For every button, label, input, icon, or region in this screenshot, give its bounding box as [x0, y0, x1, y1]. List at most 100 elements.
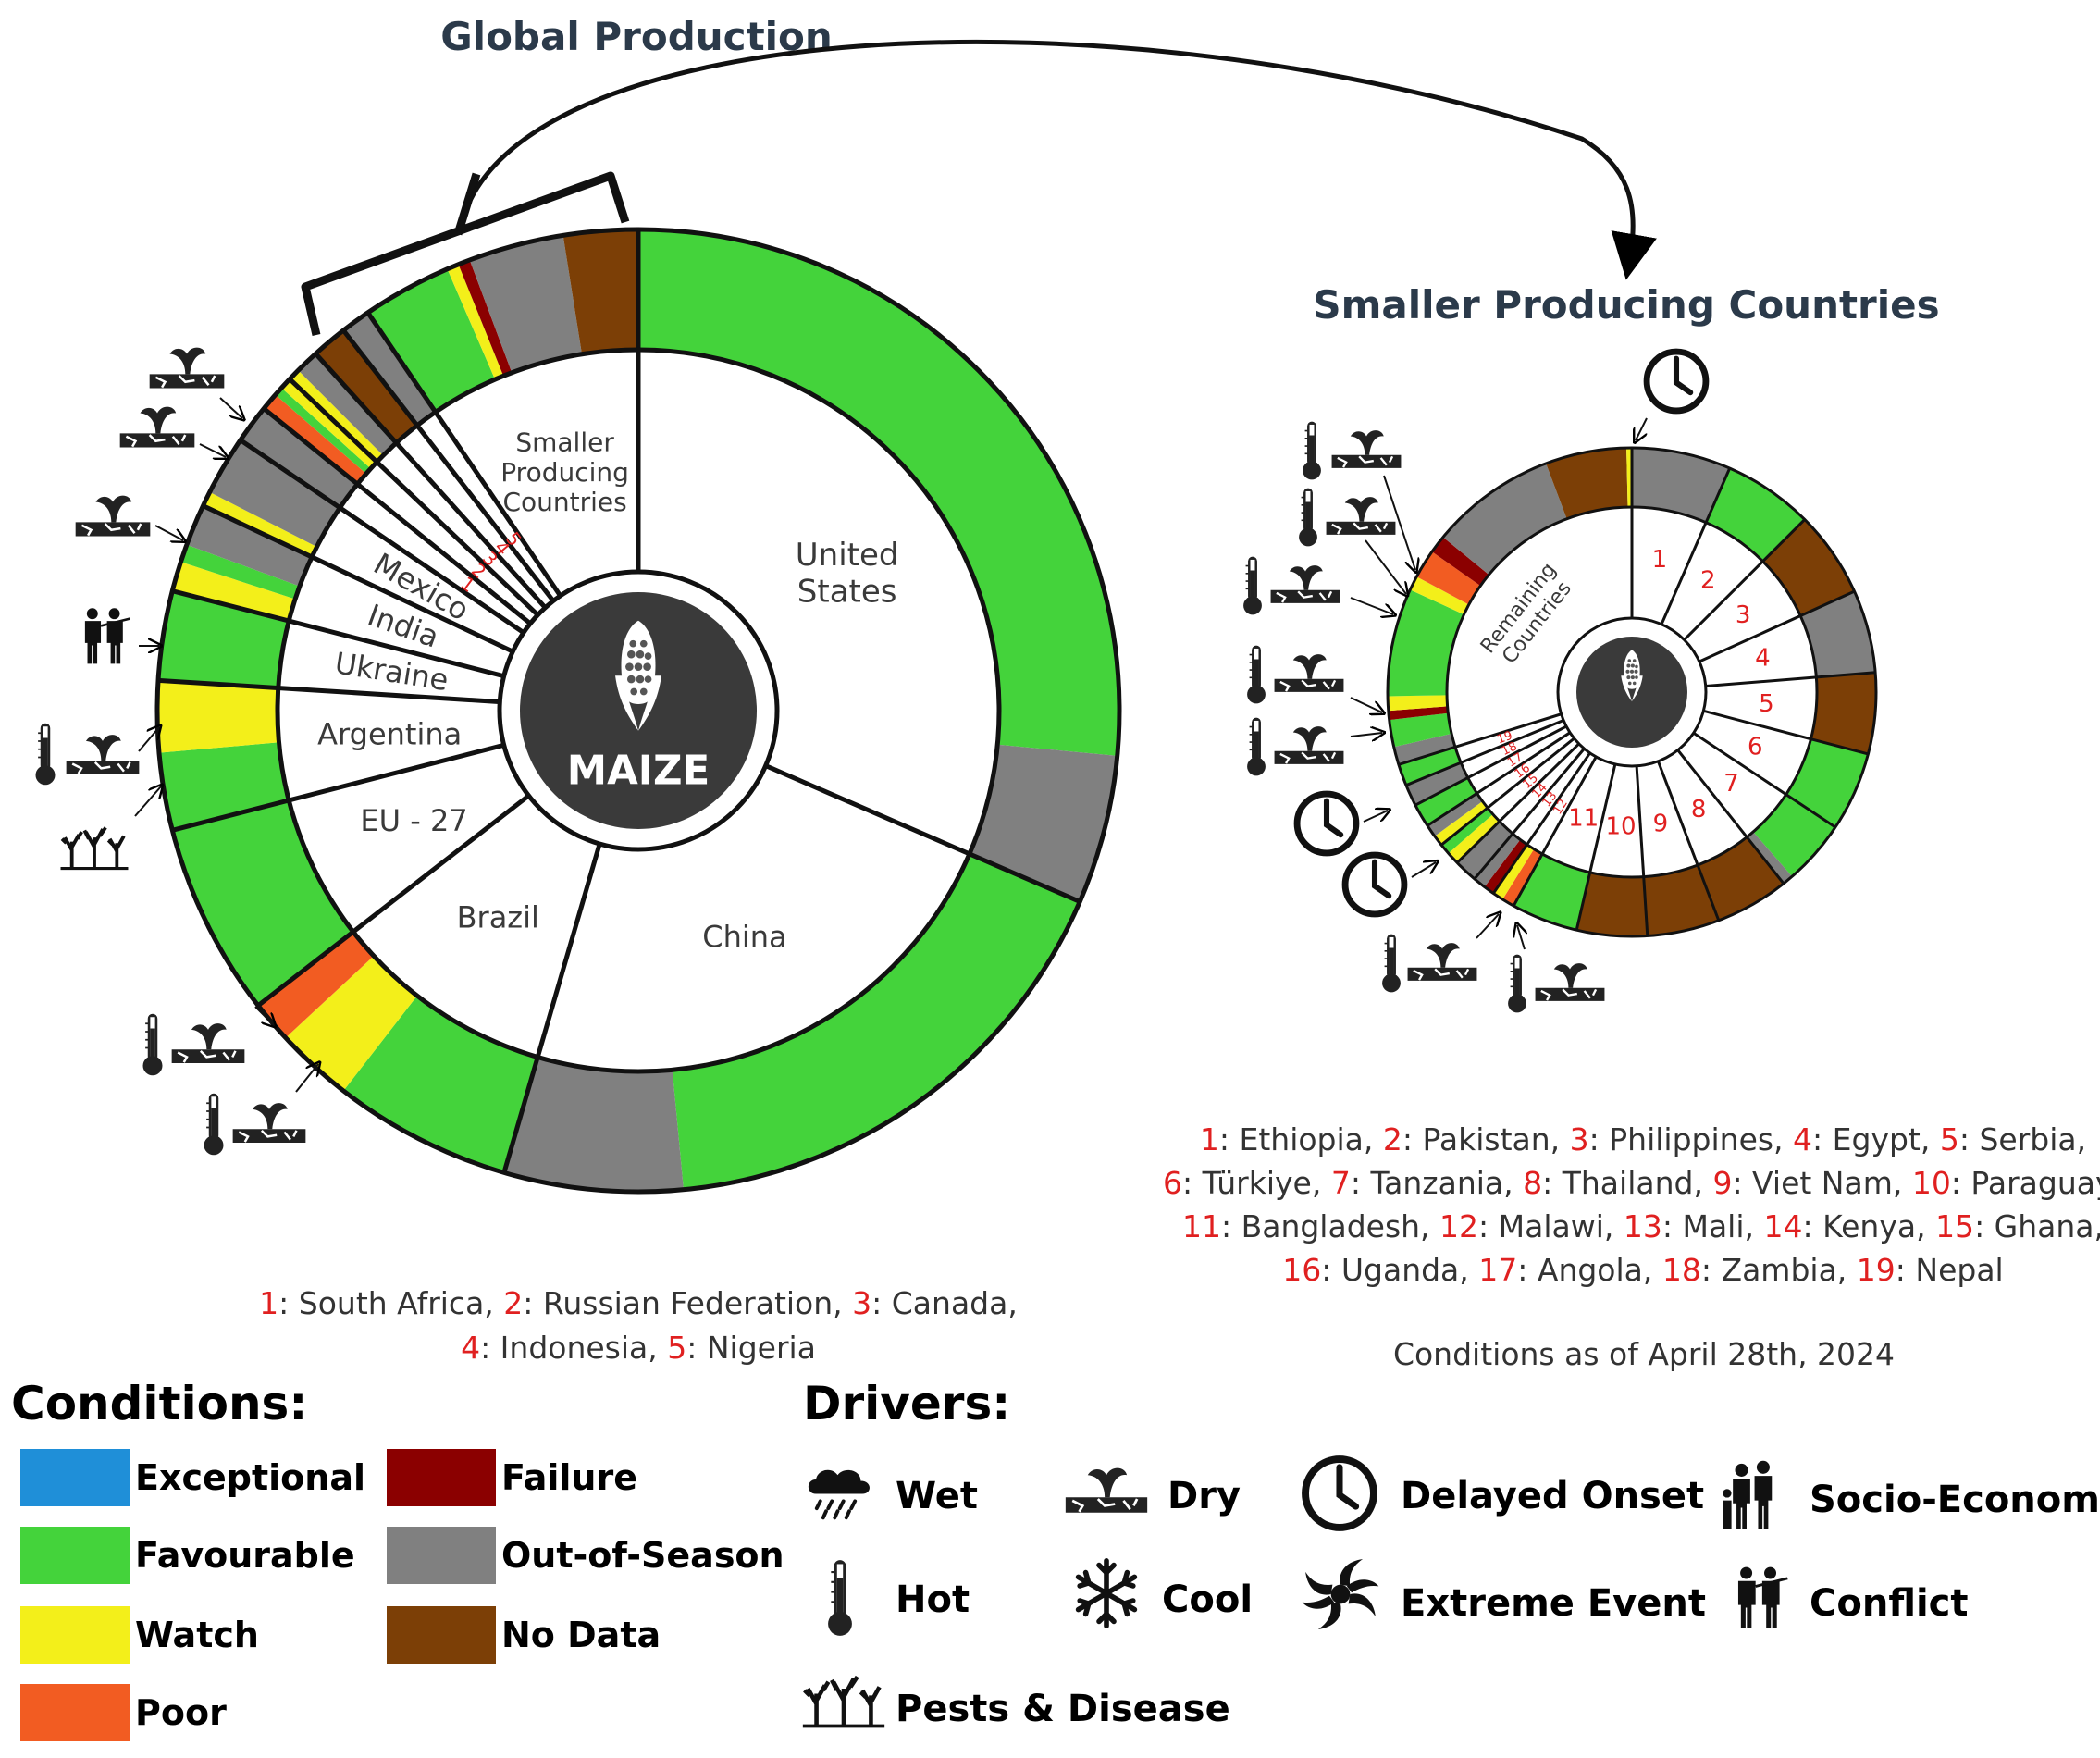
clock-icon: [1297, 794, 1356, 853]
inner-label-china: China: [702, 919, 786, 954]
outer-segment-uganda-watch: [1434, 800, 1488, 846]
legend-label: Failure: [501, 1457, 637, 1498]
dry-icon: [118, 405, 196, 449]
inner-segment-3: [377, 442, 546, 615]
inner-label-argentina: Argentina: [317, 716, 462, 751]
segment-divider: [1405, 712, 1582, 787]
segment-divider: [239, 438, 542, 647]
dry-icon: [1269, 563, 1341, 605]
footnote-line: 1: Ethiopia, 2: Pakistan, 3: Philippines…: [1200, 1121, 2086, 1158]
thermometer-icon: [826, 1558, 854, 1638]
outer-segment-remaining-countries-out-of-season: [1442, 463, 1567, 576]
segment-divider: [1492, 737, 1602, 895]
outer-segment-paraguay-no-data: [1576, 872, 1648, 937]
driver-arrow: [1636, 417, 1648, 440]
inner-segment-argentina: [278, 687, 504, 800]
smaller-producers-donut: 12345678910111213141516171819RemainingCo…: [1386, 446, 1878, 938]
outer-segment-viet-nam-no-data: [1643, 864, 1719, 936]
inner-segment-16: [1476, 732, 1575, 809]
inner-segment-18: [1461, 720, 1567, 778]
legend-swatch: [387, 1527, 496, 1584]
segment-divider: [202, 503, 533, 662]
inner-label-3: 3: [1736, 601, 1751, 629]
outer-segment-remaining-countries-out-of-season: [1393, 733, 1456, 765]
legend-item-favourable: Favourable: [20, 1527, 355, 1584]
conditions-legend: Conditions: Exceptional Favourable Watch Po…: [11, 1377, 784, 1741]
global-driver-annotations: [34, 346, 319, 1157]
dry-icon: [74, 494, 152, 538]
driver-arrow: [1363, 811, 1388, 823]
outer-segment-uganda-out-of-season: [1427, 793, 1483, 836]
global-footnote: 1: South Africa, 2: Russian Federation, …: [259, 1285, 1018, 1366]
outer-segment-india-out-of-season: [186, 505, 313, 587]
segment-divider: [171, 588, 525, 684]
legend-item-exceptional: Exceptional: [20, 1449, 365, 1506]
center-disk: [1576, 637, 1687, 748]
outer-segment-philippines-no-data: [1762, 519, 1855, 616]
inner-segment-united-states: [638, 350, 999, 854]
clock-icon: [1647, 352, 1706, 411]
legend-swatch: [387, 1606, 496, 1664]
inner-label-united-states: United States: [796, 537, 899, 610]
outer-segment-zambia-out-of-season: [1405, 762, 1468, 806]
inner-label-10: 10: [1605, 813, 1636, 841]
segment-divider: [1686, 671, 1876, 689]
outer-segment-ukraine-favourable: [158, 590, 290, 688]
legend-swatch: [20, 1449, 130, 1506]
driver-arrow: [1365, 539, 1406, 594]
driver-hot: Hot: [826, 1558, 970, 1638]
drivers-legend-title: Drivers:: [803, 1377, 1010, 1430]
outer-segment-smaller-producing-countries-no-data: [562, 229, 638, 354]
outer-segment-mali-out-of-season: [1474, 833, 1521, 887]
inner-segment-17: [1467, 726, 1571, 794]
outer-segment-indonesia-no-data: [315, 330, 417, 443]
segment-divider: [1427, 721, 1587, 827]
legend-label: No Data: [501, 1615, 661, 1655]
thermometer-icon: [1302, 420, 1322, 481]
legend-label: Out-of-Season: [501, 1535, 784, 1576]
thermometer-icon: [1298, 487, 1318, 548]
inner-segment-3: [1684, 561, 1801, 662]
smaller-driver-annotations: [1242, 352, 1706, 1014]
dry-icon: [1273, 652, 1345, 694]
thermometer-icon: [1246, 716, 1266, 777]
inner-ring-outline: [275, 347, 1002, 1074]
segment-divider: [365, 311, 574, 614]
legend-label: Watch: [135, 1615, 259, 1655]
segment-divider: [1473, 733, 1598, 880]
segment-divider: [1456, 729, 1594, 864]
driver-label: Extreme Event: [1401, 1582, 1706, 1625]
driver-label: Socio-Economic: [1810, 1479, 2100, 1521]
outer-segment-nepal-favourable: [1398, 747, 1462, 786]
inner-segment-5: [416, 412, 561, 601]
outer-segment-canada-out-of-season: [298, 353, 397, 456]
legend-swatch: [20, 1684, 130, 1741]
thermometer-icon: [1507, 953, 1527, 1014]
footnote-line: 6: Türkiye, 7: Tanzania, 8: Thailand, 9:…: [1163, 1165, 2100, 1201]
legend-item-out-of-season: Out-of-Season: [387, 1527, 784, 1584]
driver-arrow: [138, 727, 159, 752]
segment-divider: [1440, 725, 1590, 847]
segment-divider: [1682, 589, 1856, 671]
segment-divider: [262, 406, 548, 638]
outer-segment-pakistan-favourable: [1706, 468, 1805, 562]
clock-icon: [1345, 855, 1404, 914]
segment-divider: [1512, 739, 1607, 907]
legend-label: Exceptional: [135, 1457, 365, 1498]
inner-segment-9: [1637, 761, 1699, 877]
inner-segment-4: [396, 425, 554, 608]
outer-segment-canada-watch: [290, 370, 384, 463]
outer-segment-russian-federation-watch: [281, 378, 377, 469]
segment-divider: [157, 677, 521, 706]
inner-segment-smaller-producing-countries: [435, 350, 638, 596]
inner-segment-ukraine: [278, 621, 504, 702]
pests-icon: [59, 825, 130, 871]
outer-segment-eu-27-favourable: [172, 799, 353, 1006]
thermometer-icon: [1246, 644, 1266, 705]
inner-label-9: 9: [1653, 811, 1669, 838]
segment-divider: [1665, 735, 1785, 885]
legend-label: Poor: [135, 1692, 227, 1733]
thermometer-icon: [203, 1092, 225, 1157]
inner-segment-12: [1526, 752, 1597, 854]
outer-segment-smaller-producing-countries-out-of-season: [469, 235, 582, 373]
